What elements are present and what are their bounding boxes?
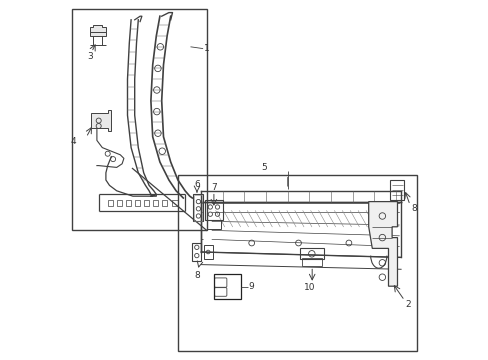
Bar (143, 200, 149, 206)
Bar (72, 9, 206, 230)
Bar (152, 200, 158, 206)
Text: 1: 1 (204, 44, 209, 53)
Bar (206, 220, 221, 229)
Text: 8: 8 (194, 271, 200, 280)
Bar (107, 200, 113, 206)
Bar (192, 243, 201, 261)
Text: 8: 8 (410, 204, 416, 212)
Text: 3: 3 (87, 52, 92, 61)
Bar (178, 175, 416, 351)
Bar (134, 200, 140, 206)
Text: 7: 7 (211, 183, 216, 192)
Polygon shape (91, 110, 111, 131)
Bar (193, 194, 203, 221)
Bar (302, 258, 321, 266)
Text: 10: 10 (303, 284, 314, 292)
Bar (162, 200, 167, 206)
Bar (203, 245, 212, 259)
Text: 9: 9 (248, 282, 254, 291)
Bar (194, 195, 202, 221)
Polygon shape (89, 25, 106, 34)
Bar (389, 180, 403, 200)
Bar (213, 274, 241, 299)
Bar (117, 200, 122, 206)
Text: 2: 2 (405, 300, 410, 309)
Text: 4: 4 (70, 136, 76, 145)
Bar (125, 200, 131, 206)
Bar (172, 200, 178, 206)
Bar (204, 200, 223, 220)
Polygon shape (368, 202, 397, 286)
Bar (300, 248, 323, 259)
Text: 6: 6 (194, 180, 200, 189)
Text: 5: 5 (261, 163, 266, 172)
Polygon shape (89, 32, 106, 36)
